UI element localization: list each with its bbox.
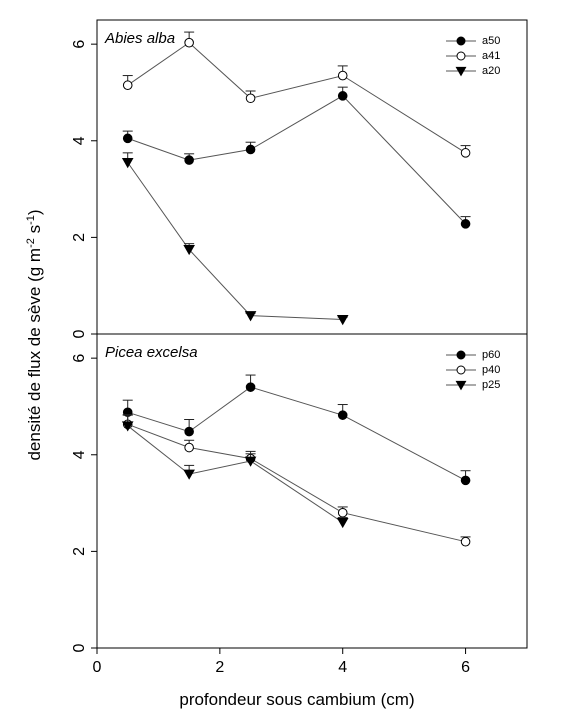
data-point: [460, 148, 471, 158]
y-tick-label: 0: [71, 329, 88, 338]
legend-marker: [455, 380, 467, 391]
y-axis-title-mid: s: [25, 225, 44, 238]
data-point: [336, 517, 349, 529]
x-tick-label: 0: [93, 659, 102, 676]
legend-marker: [456, 350, 466, 360]
x-tick-label: 6: [461, 659, 470, 676]
data-point: [337, 91, 348, 101]
y-tick-label: 6: [71, 40, 88, 49]
data-point: [245, 93, 256, 104]
data-point: [337, 70, 348, 81]
legend-label: a41: [482, 50, 500, 62]
data-point: [121, 158, 134, 169]
data-point: [245, 144, 256, 155]
legend-label: a20: [482, 65, 500, 77]
panel-title: Abies alba: [104, 30, 175, 47]
legend-label: p25: [482, 379, 500, 391]
data-point: [244, 456, 257, 467]
legend-label: p60: [482, 349, 500, 361]
legend-marker: [456, 36, 466, 46]
y-axis-title-main: densité de flux de sève (g m: [25, 248, 44, 461]
data-point: [184, 426, 194, 437]
data-point: [121, 421, 134, 432]
data-point: [184, 155, 194, 165]
legend-label: a50: [482, 35, 500, 47]
data-point: [122, 80, 133, 91]
data-point: [460, 219, 471, 229]
series-line: [127, 386, 466, 481]
y-tick-label: 2: [71, 547, 88, 556]
data-point: [183, 245, 195, 256]
legend-marker: [455, 66, 467, 77]
y-axis-title-end: ): [25, 209, 44, 215]
y-tick-label: 0: [71, 643, 88, 652]
y-tick-label: 4: [71, 136, 88, 145]
data-point: [245, 382, 256, 392]
series-line: [127, 162, 343, 320]
y-axis-title: densité de flux de sève (g m-2 s-1): [25, 209, 44, 460]
data-point: [122, 133, 133, 144]
series-line: [127, 42, 466, 154]
legend-label: p40: [482, 364, 500, 376]
data-point: [337, 410, 348, 420]
data-point: [244, 311, 257, 322]
y-tick-label: 6: [71, 354, 88, 363]
series-line: [127, 95, 466, 225]
data-point: [336, 315, 349, 326]
legend-marker: [456, 51, 466, 61]
data-point: [184, 442, 194, 453]
data-point: [183, 469, 195, 480]
data-point: [184, 37, 194, 48]
y-tick-label: 2: [71, 233, 88, 242]
data-point: [460, 475, 471, 486]
series-line: [127, 425, 343, 523]
x-tick-label: 2: [215, 659, 224, 676]
panel-title: Picea excelsa: [105, 344, 198, 361]
x-axis-title: profondeur sous cambium (cm): [179, 690, 414, 709]
legend-marker: [456, 365, 466, 375]
y-tick-label: 4: [71, 450, 88, 459]
series-line: [127, 423, 466, 543]
y-axis-title-sup2: -1: [25, 215, 37, 225]
y-axis-title-sup1: -2: [25, 238, 37, 248]
x-tick-label: 4: [338, 659, 347, 676]
data-point: [460, 536, 471, 547]
data-point: [337, 507, 348, 518]
